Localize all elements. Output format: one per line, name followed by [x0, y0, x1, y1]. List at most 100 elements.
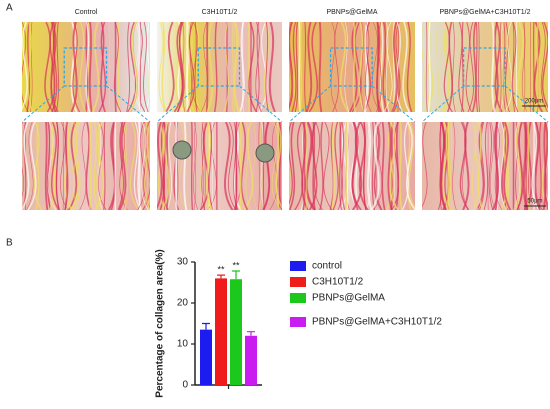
tissue-fiber: [55, 122, 60, 210]
tissue-fiber: [427, 22, 431, 112]
zoom-line: [239, 85, 283, 123]
tissue-fiber: [422, 122, 428, 208]
zoom-box: [329, 47, 373, 87]
tissue-fiber: [488, 122, 494, 210]
tissue-fiber: [408, 122, 415, 210]
tissue-fiber: [27, 122, 37, 210]
tissue-fiber: [351, 22, 362, 112]
legend-swatch: [290, 277, 306, 287]
tissue-fiber: [190, 122, 194, 210]
tissue-fiber: [289, 22, 294, 111]
column-label: PBNPs@GelMA+C3H10T1/2: [440, 9, 531, 16]
error-bar: [232, 270, 240, 280]
tissue-fiber: [332, 22, 339, 112]
tissue-fiber: [471, 22, 477, 112]
tissue-fiber: [162, 22, 165, 112]
bar: [245, 335, 257, 385]
tissue-fiber: [364, 22, 372, 112]
tissue-fiber: [193, 122, 197, 210]
tissue-fiber: [323, 122, 333, 210]
cell-cluster: [172, 140, 192, 160]
zoom-line: [421, 85, 464, 123]
tissue-fiber: [371, 22, 381, 112]
texture: [422, 122, 548, 210]
y-tick-label: 30: [177, 257, 189, 268]
tissue-fiber: [178, 122, 188, 210]
tissue-fiber: [73, 122, 79, 210]
tissue-fiber: [194, 22, 198, 112]
tissue-fiber: [301, 122, 309, 210]
histology-image: [157, 22, 282, 112]
tissue-fiber: [512, 22, 516, 112]
tissue-fiber: [516, 122, 524, 210]
tissue-fiber: [98, 122, 107, 210]
tissue-fiber: [489, 122, 496, 210]
tissue-fiber: [245, 122, 251, 210]
tissue-fiber: [157, 122, 163, 210]
texture: [22, 122, 150, 210]
tissue-fiber: [113, 22, 122, 112]
tissue-fiber: [533, 122, 543, 210]
tissue-fiber: [306, 122, 316, 210]
tissue-fiber: [540, 22, 548, 112]
zoom-line: [371, 85, 416, 123]
tissue-fiber: [363, 22, 369, 112]
tissue-fiber: [467, 22, 475, 112]
tissue-fiber: [395, 22, 404, 112]
chart: B Percentage of collagen area(%) 0 10 20 30 co…: [6, 238, 442, 398]
legend-label: control: [312, 261, 342, 272]
tissue-fiber: [93, 122, 99, 210]
y-tick-label: 20: [177, 298, 189, 309]
tissue-fiber: [65, 122, 75, 210]
tissue-fiber: [443, 22, 453, 112]
tissue-fiber: [91, 22, 100, 112]
tissue-fiber: [213, 22, 218, 112]
tissue-fiber: [383, 22, 393, 112]
tissue-fiber: [361, 22, 365, 112]
tissue-fiber: [371, 122, 375, 210]
tissue-fiber: [204, 122, 206, 210]
tissue-fiber: [504, 22, 513, 112]
tissue-fiber: [248, 22, 258, 112]
tissue-fiber: [143, 22, 149, 112]
zoom-box: [197, 47, 241, 87]
tissue-fiber: [294, 22, 299, 112]
tissue-fiber: [543, 122, 548, 210]
tissue-fiber: [258, 22, 268, 112]
tissue-fiber: [119, 122, 127, 210]
tissue-fiber: [352, 22, 356, 112]
tissue-fiber: [148, 22, 150, 107]
tissue-fiber: [398, 122, 403, 210]
tissue-fiber: [141, 122, 149, 210]
tissue-fiber: [50, 122, 60, 210]
tissue-fiber: [177, 22, 183, 112]
texture: [289, 22, 413, 112]
tissue-fiber: [268, 22, 276, 112]
tissue-fiber: [103, 122, 106, 210]
tissue-fiber: [276, 122, 281, 210]
tissue-fiber: [200, 122, 204, 210]
tissue-fiber: [88, 22, 93, 112]
tissue-fiber: [117, 22, 121, 112]
tissue-fiber: [73, 122, 81, 210]
tissue-fiber: [234, 122, 238, 210]
tissue-fiber: [44, 122, 49, 210]
tissue-fiber: [449, 122, 453, 210]
tissue-fiber: [305, 122, 315, 210]
tissue-fiber: [491, 22, 496, 112]
tissue-fiber: [263, 122, 271, 210]
tissue-fiber: [233, 122, 241, 210]
tissue-fiber: [319, 122, 324, 210]
tissue-fiber: [461, 22, 464, 112]
tissue-fiber: [382, 22, 388, 112]
tissue-fiber: [233, 22, 240, 112]
zoom-line: [156, 85, 199, 123]
tissue-fiber: [304, 22, 307, 112]
tissue-fiber: [366, 122, 373, 210]
zoom-line: [106, 85, 151, 123]
tissue-fiber: [478, 122, 485, 210]
tissue-fiber: [165, 22, 175, 112]
tissue-fiber: [289, 122, 296, 210]
significance: **: [232, 260, 240, 270]
